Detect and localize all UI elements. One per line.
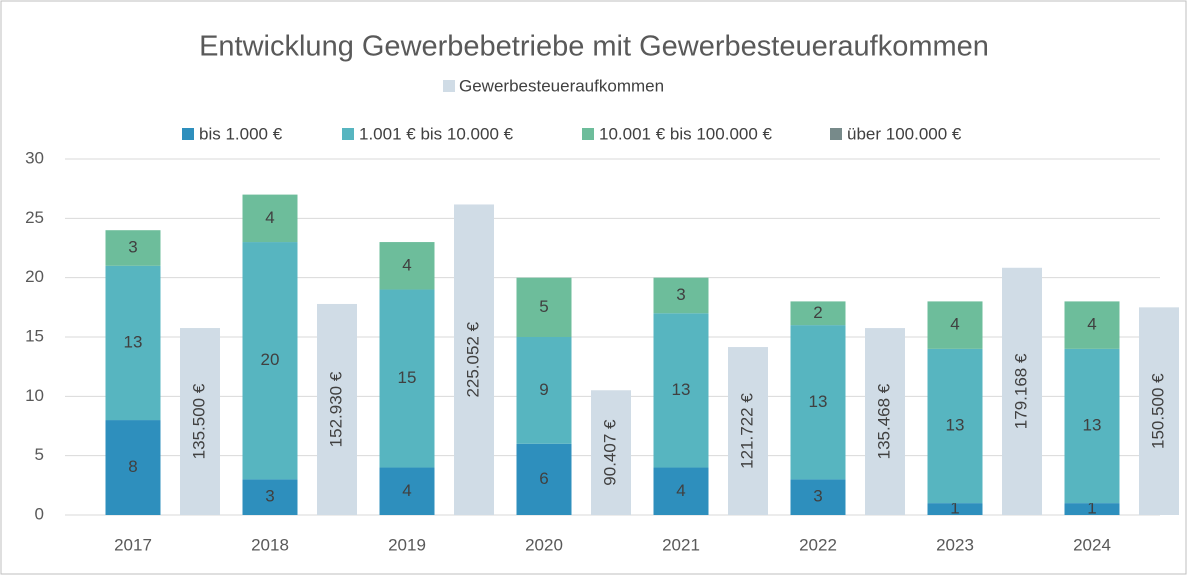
- bar: [1002, 267, 1042, 515]
- y-tick-label: 20: [25, 267, 44, 286]
- data-label: 179.168 €: [1011, 353, 1030, 429]
- bar: [1139, 307, 1179, 515]
- legend-swatch: [582, 128, 594, 140]
- data-label: 152.930 €: [326, 371, 345, 447]
- bar: [865, 328, 905, 515]
- x-tick-label: 2017: [114, 535, 152, 554]
- data-label: 150.500 €: [1148, 373, 1167, 449]
- bar-segment: [653, 313, 709, 468]
- data-label: 8: [128, 457, 137, 476]
- data-label: 2: [813, 303, 822, 322]
- data-label: 13: [946, 415, 965, 434]
- data-label: 6: [539, 469, 548, 488]
- data-label: 13: [1083, 415, 1102, 434]
- bar-segment: [516, 337, 572, 444]
- bar-segment: [105, 265, 161, 421]
- legend-label: Gewerbesteueraufkommen: [459, 76, 664, 95]
- data-label: 4: [950, 315, 959, 334]
- data-label: 1: [950, 499, 959, 518]
- x-tick-label: 2018: [251, 535, 289, 554]
- data-label: 13: [672, 380, 691, 399]
- y-tick-label: 25: [25, 208, 44, 227]
- data-label: 13: [124, 332, 143, 351]
- data-label: 4: [1087, 315, 1096, 334]
- x-tick-label: 2022: [799, 535, 837, 554]
- y-tick-label: 5: [35, 445, 44, 464]
- data-label: 121.722 €: [737, 393, 756, 469]
- bar-segment: [653, 467, 709, 515]
- bar-segment: [379, 467, 435, 515]
- x-tick-label: 2023: [936, 535, 974, 554]
- bar: [454, 204, 494, 515]
- data-label: 4: [402, 481, 411, 500]
- legend-label: 10.001 € bis 100.000 €: [599, 124, 773, 143]
- x-tick-label: 2024: [1073, 535, 1111, 554]
- bar-segment: [379, 242, 435, 290]
- data-label: 4: [265, 208, 274, 227]
- bar-segment: [1064, 301, 1120, 349]
- legend-swatch: [830, 128, 842, 140]
- data-label: 90.407 €: [600, 419, 619, 486]
- bar-segment: [927, 503, 983, 515]
- data-label: 15: [398, 368, 417, 387]
- bar-segment: [1064, 503, 1120, 515]
- data-label: 3: [676, 285, 685, 304]
- legend-label: 1.001 € bis 10.000 €: [359, 124, 514, 143]
- bar-segment: [790, 301, 846, 326]
- bar-segment: [242, 479, 298, 515]
- data-label: 5: [539, 297, 548, 316]
- data-label: 3: [265, 487, 274, 506]
- bar-segment: [242, 194, 298, 243]
- bar-segment: [516, 443, 572, 515]
- bar: [317, 303, 357, 515]
- bar-segment: [105, 420, 161, 515]
- bar-segment: [516, 277, 572, 337]
- bar-segment: [653, 277, 709, 314]
- y-tick-label: 30: [25, 148, 44, 167]
- data-label: 3: [813, 487, 822, 506]
- legend-label: bis 1.000 €: [199, 124, 283, 143]
- x-tick-label: 2019: [388, 535, 426, 554]
- x-tick-label: 2021: [662, 535, 700, 554]
- legend-label: über 100.000 €: [847, 124, 962, 143]
- data-label: 4: [402, 255, 411, 274]
- bar-segment: [927, 301, 983, 349]
- data-label: 135.500 €: [189, 383, 208, 459]
- data-label: 1: [1087, 499, 1096, 518]
- bar: [591, 390, 631, 515]
- data-label: 13: [809, 392, 828, 411]
- data-label: 225.052 €: [463, 321, 482, 397]
- y-tick-label: 10: [25, 386, 44, 405]
- bar-segment: [790, 325, 846, 480]
- data-label: 3: [128, 237, 137, 256]
- legend-swatch: [443, 80, 455, 92]
- bar: [728, 347, 768, 515]
- bar-segment: [242, 242, 298, 480]
- legend-swatch: [342, 128, 354, 140]
- bar-segment: [1064, 348, 1120, 504]
- y-tick-label: 0: [35, 504, 44, 523]
- x-tick-label: 2020: [525, 535, 563, 554]
- y-tick-label: 15: [25, 326, 44, 345]
- chart-title: Entwicklung Gewerbebetriebe mit Gewerbes…: [199, 31, 989, 63]
- data-label: 135.468 €: [874, 383, 893, 459]
- bar-segment: [105, 230, 161, 266]
- bar-segment: [790, 479, 846, 515]
- bar: [180, 328, 220, 515]
- bar-segment: [927, 348, 983, 504]
- data-label: 9: [539, 380, 548, 399]
- data-label: 4: [676, 481, 685, 500]
- bar-segment: [379, 289, 435, 468]
- legend-swatch: [182, 128, 194, 140]
- data-label: 20: [261, 350, 280, 369]
